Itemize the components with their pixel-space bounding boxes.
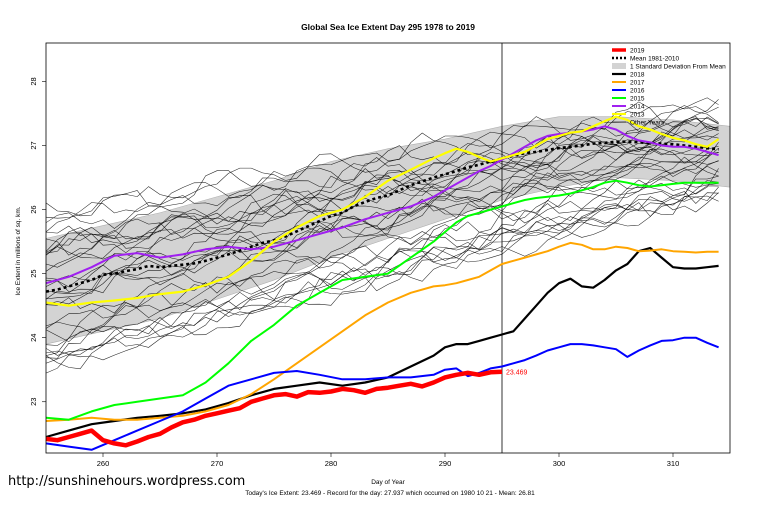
other-year-line bbox=[45, 99, 719, 219]
x-tick-label: 290 bbox=[439, 459, 452, 468]
x-tick-label: 270 bbox=[211, 459, 224, 468]
legend-swatch bbox=[612, 63, 626, 69]
series-line-mean-1981-2010 bbox=[45, 140, 719, 293]
series-line-2014 bbox=[45, 125, 719, 285]
other-year-line bbox=[45, 145, 719, 300]
plot-area: 23.469 bbox=[45, 42, 731, 454]
y-tick-label: 23 bbox=[29, 398, 38, 406]
y-axis-label: Ice Extent in millions of sq. km. bbox=[15, 206, 22, 295]
y-tick-label: 25 bbox=[29, 269, 38, 277]
legend-label: 2013 bbox=[630, 111, 645, 118]
y-tick-label: 27 bbox=[29, 141, 38, 149]
legend-label: 2015 bbox=[630, 95, 645, 102]
footer-stats: Today's Ice Extent: 23.469 - Record for … bbox=[245, 490, 535, 497]
x-axis-label: Day of Year bbox=[371, 479, 405, 486]
y-tick-label: 28 bbox=[29, 77, 38, 85]
series-line-2019 bbox=[45, 369, 503, 448]
other-year-line bbox=[45, 192, 719, 370]
other-year-line bbox=[45, 175, 719, 356]
legend-label: 1 Standard Deviation From Mean bbox=[630, 63, 726, 70]
series-line-2013 bbox=[45, 115, 720, 307]
other-year-line bbox=[45, 118, 719, 252]
plot-frame bbox=[45, 42, 731, 454]
other-year-line bbox=[45, 117, 719, 239]
other-year-line bbox=[45, 180, 719, 359]
watermark-url: http://sunshinehours.wordpress.com bbox=[8, 474, 245, 489]
other-year-line bbox=[45, 156, 719, 314]
other-year-line bbox=[45, 152, 719, 294]
legend-label: 2017 bbox=[630, 79, 645, 86]
other-year-line bbox=[45, 120, 719, 256]
other-year-line bbox=[45, 191, 719, 356]
other-year-line bbox=[45, 165, 719, 329]
legend-label: Mean 1981-2010 bbox=[630, 55, 680, 62]
x-tick-label: 310 bbox=[667, 459, 680, 468]
end-value-label: 23.469 bbox=[506, 370, 528, 377]
other-year-line bbox=[45, 168, 719, 343]
x-axis-ticks: 260 270 280 290 300 310 bbox=[97, 453, 680, 468]
x-tick-label: 280 bbox=[325, 459, 338, 468]
y-axis-ticks: 23 24 25 26 27 28 bbox=[29, 77, 46, 406]
series-line-2015 bbox=[45, 179, 719, 421]
other-year-line bbox=[45, 129, 719, 259]
other-year-line bbox=[45, 125, 719, 268]
other-year-line bbox=[45, 175, 719, 334]
other-year-line bbox=[45, 147, 719, 305]
y-tick-label: 26 bbox=[29, 205, 38, 213]
other-year-line bbox=[45, 97, 719, 233]
legend-label: 2014 bbox=[630, 103, 645, 110]
legend-label: Other Years bbox=[630, 119, 665, 126]
other-year-line bbox=[45, 148, 719, 281]
other-year-line bbox=[45, 105, 719, 229]
series-line-2017 bbox=[45, 241, 719, 422]
series-line-2016 bbox=[45, 336, 719, 451]
x-tick-label: 260 bbox=[97, 459, 110, 468]
x-tick-label: 300 bbox=[553, 459, 566, 468]
y-tick-label: 24 bbox=[29, 334, 38, 342]
other-year-line bbox=[45, 160, 719, 346]
other-year-line bbox=[45, 186, 719, 355]
other-year-line bbox=[45, 142, 719, 300]
chart-title: Global Sea Ice Extent Day 295 1978 to 20… bbox=[301, 22, 475, 32]
legend-label: 2016 bbox=[630, 87, 645, 94]
legend-label: 2018 bbox=[630, 71, 645, 78]
other-year-line bbox=[45, 148, 719, 294]
legend-label: 2019 bbox=[630, 47, 645, 54]
